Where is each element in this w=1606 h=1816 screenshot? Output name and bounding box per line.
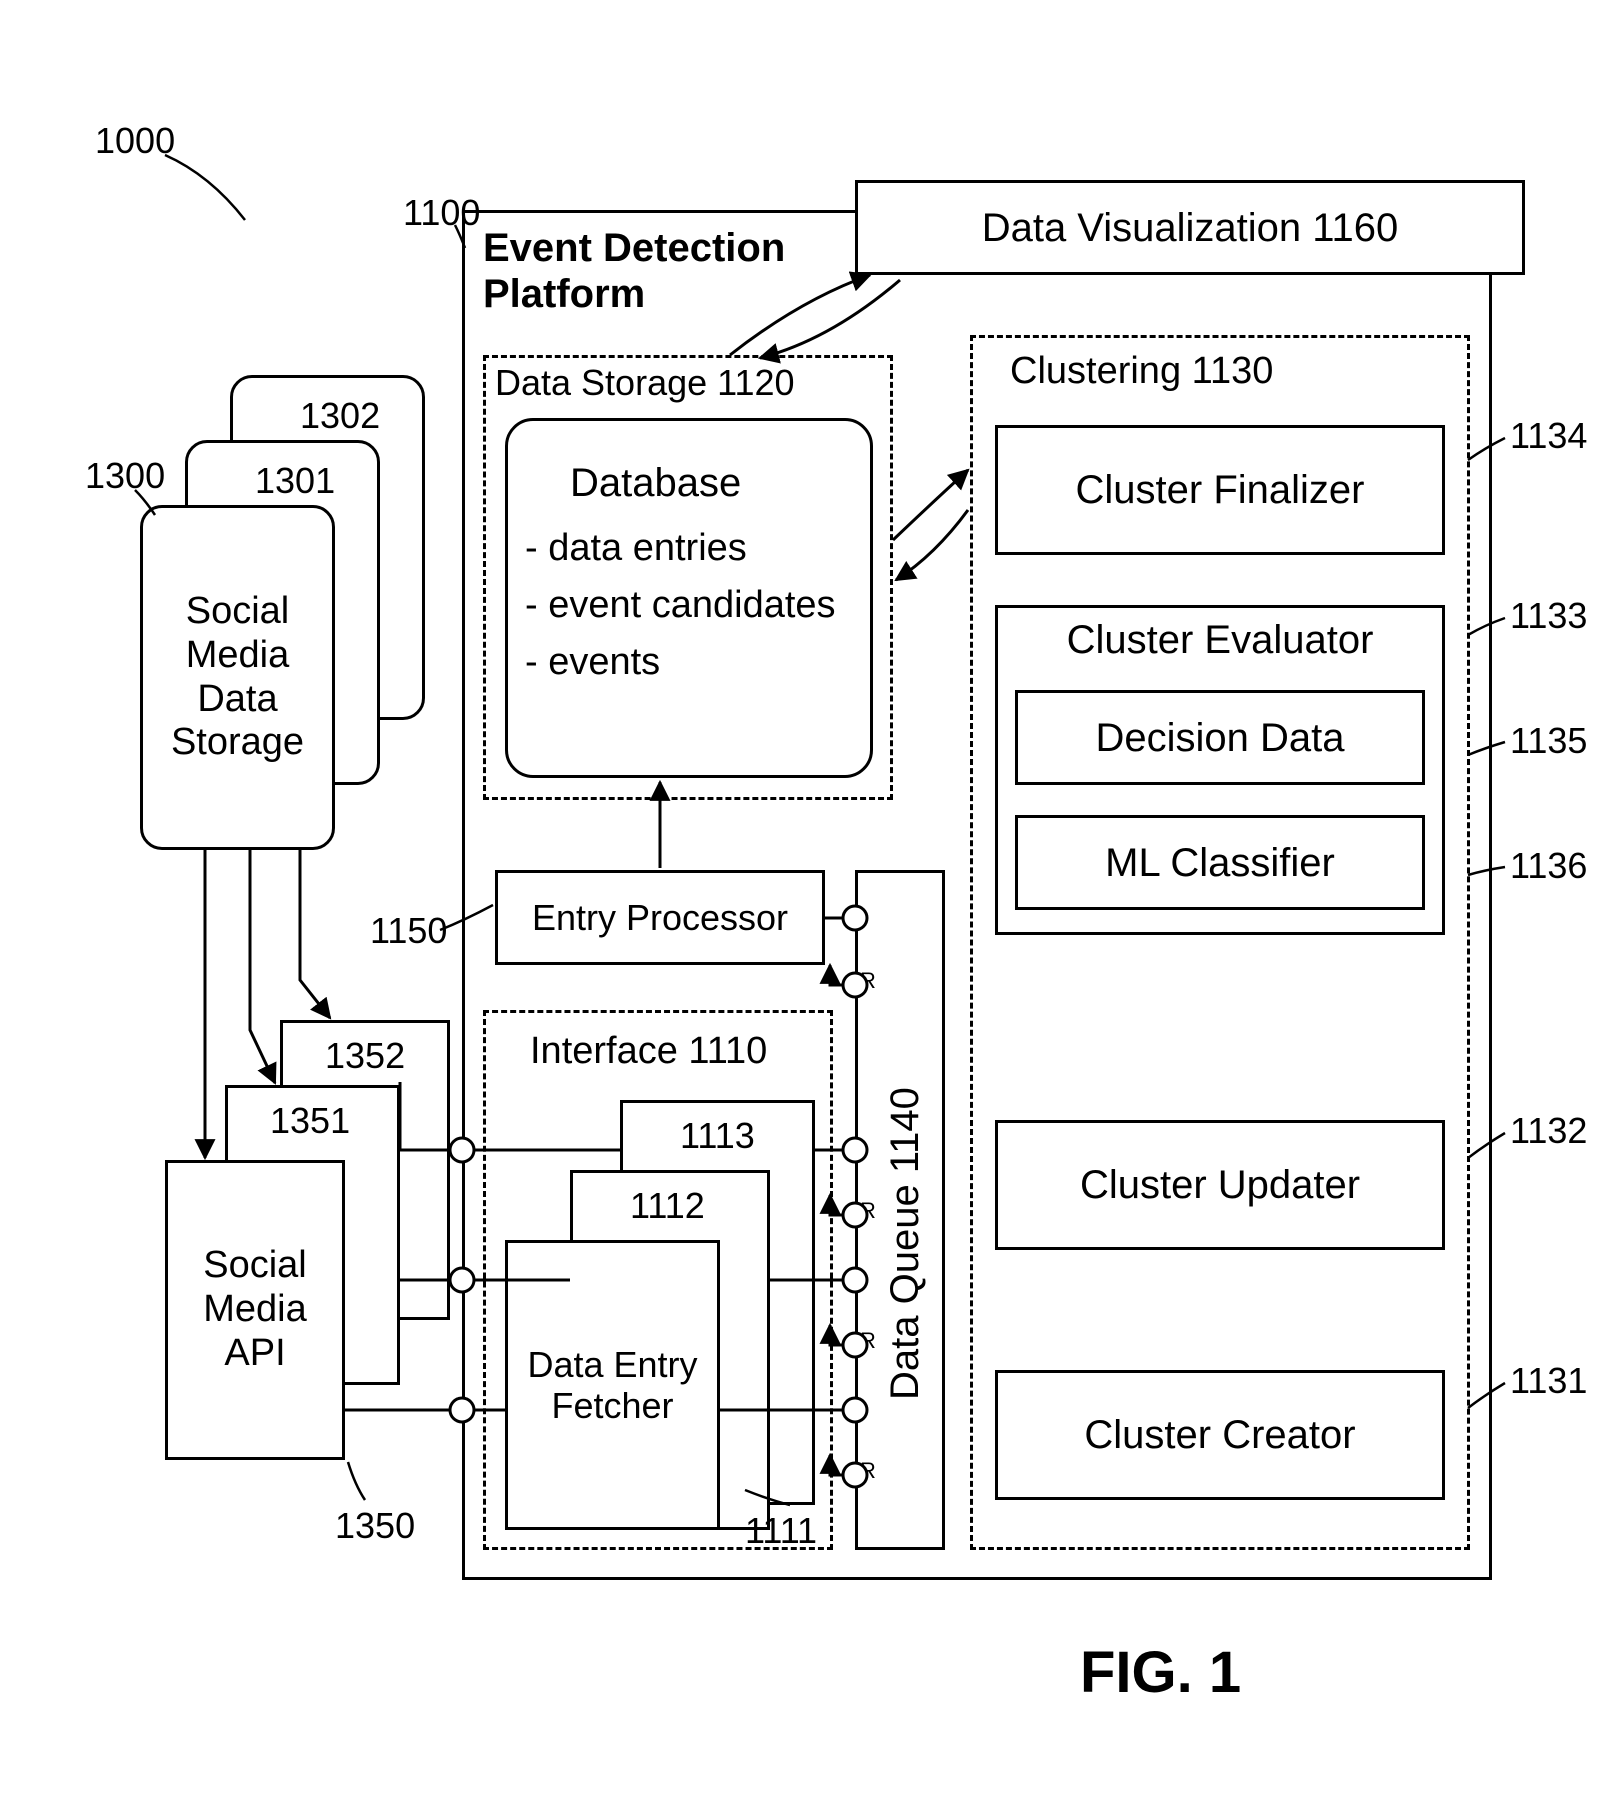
social-api-1351-label: 1351 [270, 1100, 350, 1141]
ref-1132: 1132 [1510, 1110, 1587, 1151]
entry-processor-label: Entry Processor [495, 870, 825, 965]
ref-1131: 1131 [1510, 1360, 1587, 1401]
ml-classifier-label: ML Classifier [1015, 815, 1425, 910]
social-api-1352-label: 1352 [325, 1035, 405, 1076]
platform-title: Event Detection Platform [483, 225, 785, 317]
ref-1300: 1300 [85, 455, 165, 496]
ref-1134: 1134 [1510, 415, 1587, 456]
social-storage-label: Social Media Data Storage [140, 505, 335, 850]
tick-r-2: R [860, 1198, 876, 1224]
ref-1133: 1133 [1510, 595, 1587, 636]
tick-r-1: R [860, 968, 876, 994]
cluster-creator-label: Cluster Creator [995, 1370, 1445, 1500]
cluster-finalizer-label: Cluster Finalizer [995, 425, 1445, 555]
ref-1136: 1136 [1510, 845, 1587, 886]
decision-data-label: Decision Data [1015, 690, 1425, 785]
fetcher-1113-label: 1113 [680, 1115, 755, 1156]
data-visualization-label: Data Visualization 1160 [855, 180, 1525, 275]
tick-r-3: R [860, 1328, 876, 1354]
social-storage-1302-label: 1302 [300, 395, 380, 436]
data-storage-label: Data Storage 1120 [495, 362, 795, 403]
cluster-evaluator-label: Cluster Evaluator [995, 610, 1445, 670]
fetcher-1111-label: Data Entry Fetcher [505, 1240, 720, 1530]
interface-label: Interface 1110 [530, 1030, 767, 1074]
social-storage-1301-label: 1301 [255, 460, 335, 501]
social-api-label: Social Media API [165, 1160, 345, 1460]
ref-1350: 1350 [335, 1505, 415, 1546]
fetcher-1112-label: 1112 [630, 1185, 705, 1226]
data-queue-label: Data Queue 1140 [882, 1087, 928, 1400]
clustering-label: Clustering 1130 [1010, 350, 1273, 394]
ref-1000: 1000 [95, 120, 175, 161]
figure-caption: FIG. 1 [1080, 1640, 1241, 1707]
ref-1100: 1100 [403, 192, 480, 233]
database-items: - data entries - event candidates - even… [525, 520, 836, 691]
ref-1111: 1111 [745, 1510, 817, 1551]
tick-r-4: R [860, 1458, 876, 1484]
cluster-updater-label: Cluster Updater [995, 1120, 1445, 1250]
ref-1150: 1150 [370, 910, 447, 951]
ref-1135: 1135 [1510, 720, 1587, 761]
database-title: Database [570, 460, 741, 506]
